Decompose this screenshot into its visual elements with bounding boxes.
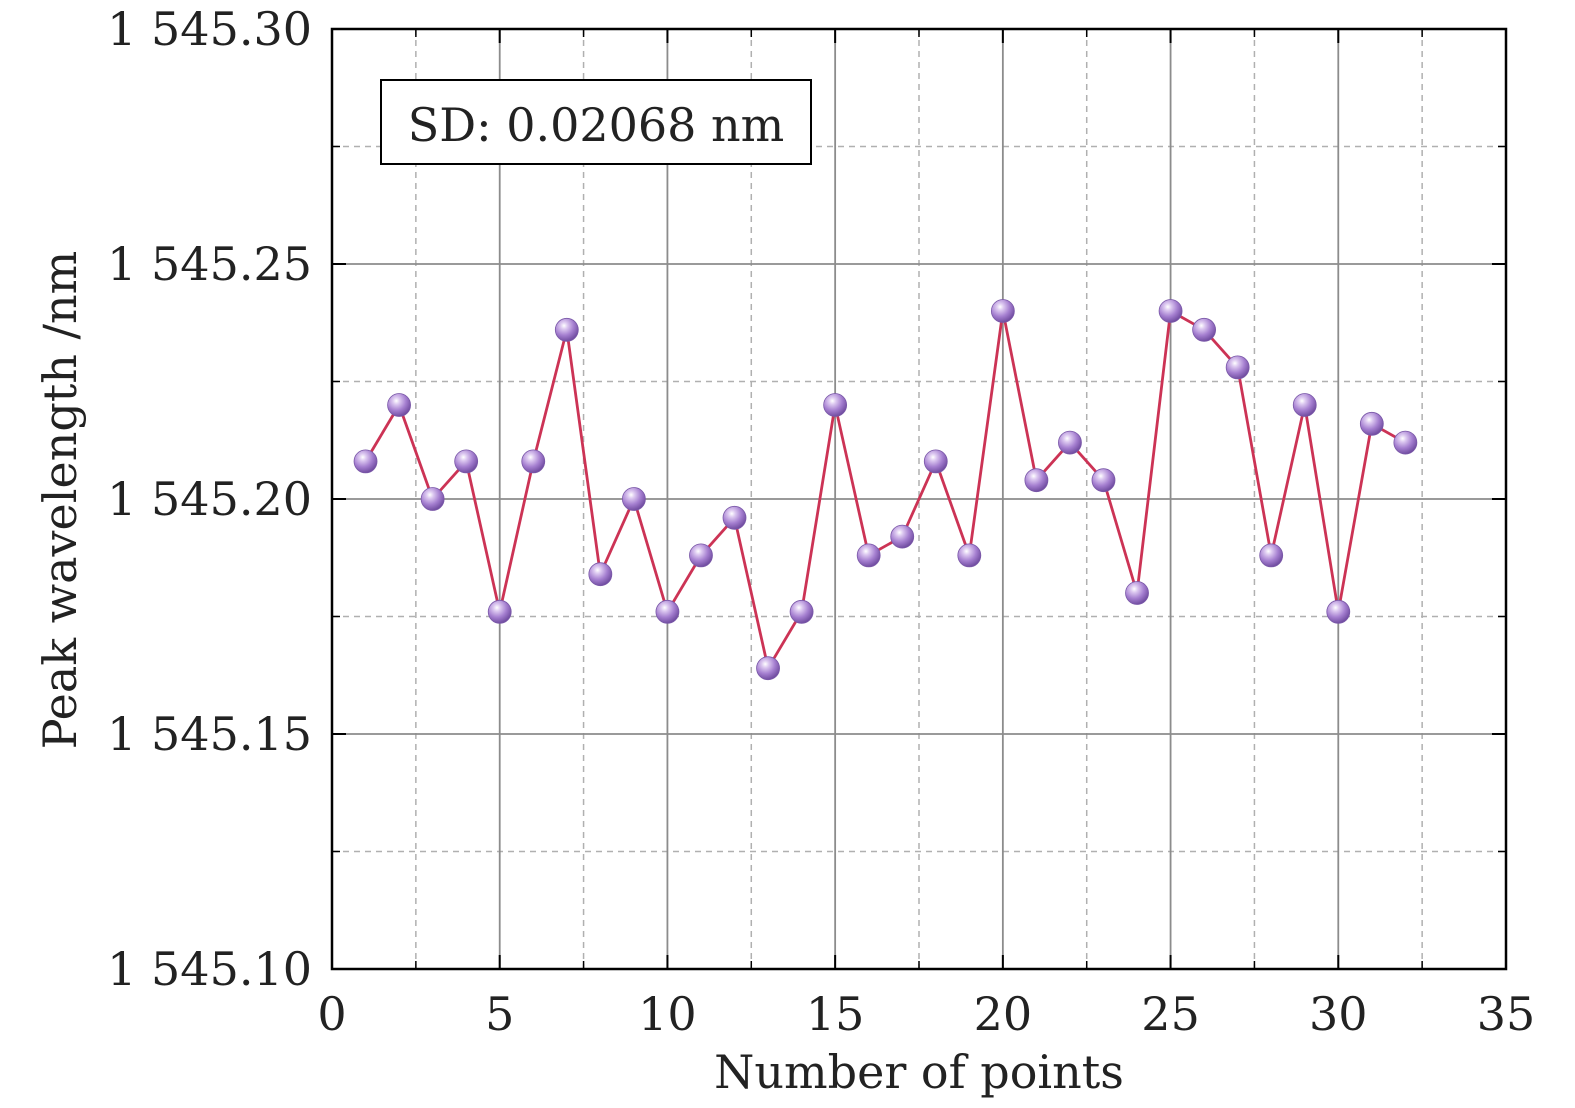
x-tick-label: 30 <box>1309 987 1368 1041</box>
y-axis-tick-labels: 1 545.10 1 545.15 1 545.20 1 545.25 1 545.30 <box>107 2 312 996</box>
sd-annotation-box <box>380 79 812 165</box>
data-point <box>722 505 747 530</box>
series-line <box>364 309 1407 670</box>
x-axis-title: Number of points <box>714 1045 1124 1099</box>
data-point <box>1393 430 1418 455</box>
data-point <box>823 393 848 417</box>
data-point <box>1359 411 1384 436</box>
data-point <box>856 543 881 568</box>
data-point <box>655 599 680 624</box>
x-tick-label: 35 <box>1477 987 1536 1041</box>
y-tick-label: 1 545.25 <box>107 237 312 291</box>
data-point <box>353 449 378 474</box>
data-point <box>1091 468 1116 493</box>
data-point <box>621 487 646 511</box>
data-point <box>957 543 982 568</box>
data-point <box>1158 299 1183 323</box>
data-point <box>454 449 479 474</box>
data-point <box>1326 599 1351 624</box>
data-point <box>756 656 780 681</box>
data-point <box>923 449 948 474</box>
data-point <box>990 299 1015 323</box>
x-tick-label: 5 <box>485 987 514 1041</box>
data-point <box>1225 355 1250 380</box>
data-point <box>890 524 915 549</box>
y-axis-title: Peak wavelength /nm <box>33 251 87 750</box>
sd-annotation: SD: 0.02068 nm <box>380 79 812 165</box>
sd-annotation-text: SD: 0.02068 nm <box>408 98 785 152</box>
y-tick-label: 1 545.15 <box>107 707 312 761</box>
y-tick-label: 1 545.20 <box>107 472 312 526</box>
x-axis-tick-labels: 0 5 10 15 20 25 30 35 <box>317 987 1535 1041</box>
data-point <box>1058 430 1082 455</box>
x-tick-label: 0 <box>317 987 346 1041</box>
data-point <box>1024 468 1049 493</box>
data-point <box>689 543 713 568</box>
data-point <box>1259 543 1284 568</box>
data-point <box>420 487 445 511</box>
data-point <box>1125 581 1149 605</box>
x-tick-label: 25 <box>1141 987 1200 1041</box>
x-tick-label: 15 <box>806 987 865 1041</box>
axis-ticks <box>331 28 1507 970</box>
data-point <box>487 599 512 624</box>
x-tick-label: 10 <box>638 987 697 1041</box>
data-point <box>521 449 546 474</box>
data-point <box>789 599 814 624</box>
data-point <box>588 562 613 587</box>
y-tick-label: 1 545.10 <box>107 942 312 996</box>
data-point <box>1292 393 1317 417</box>
data-point <box>1192 317 1217 342</box>
data-point <box>554 317 579 342</box>
data-point <box>387 393 411 417</box>
y-tick-label: 1 545.30 <box>107 2 312 56</box>
x-tick-label: 20 <box>974 987 1033 1041</box>
series <box>353 299 1418 681</box>
